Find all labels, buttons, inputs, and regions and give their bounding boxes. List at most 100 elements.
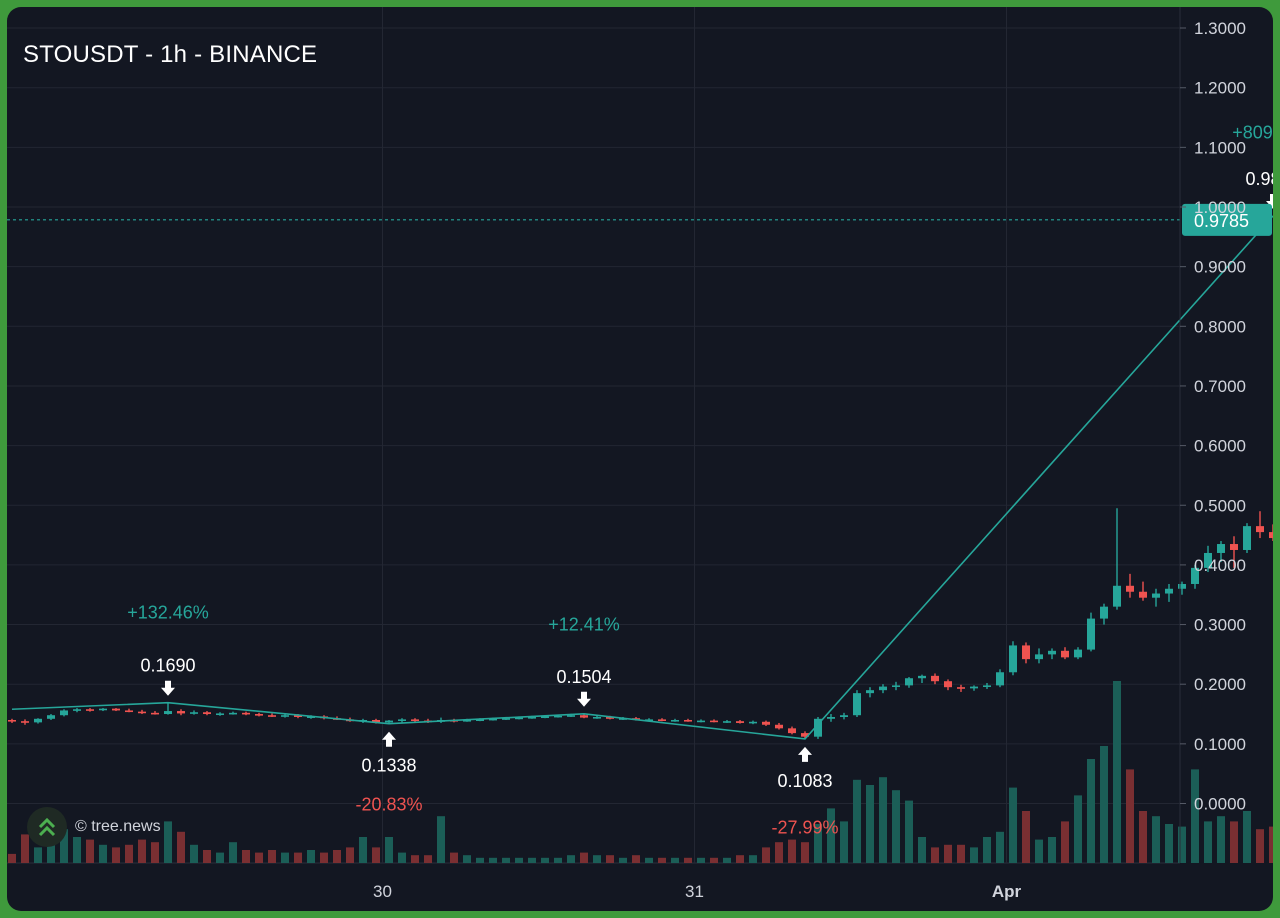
candle-body xyxy=(788,728,796,734)
volume-bar xyxy=(294,852,302,863)
volume-bar xyxy=(671,857,679,863)
candle-body xyxy=(606,717,614,719)
volume-bar xyxy=(684,857,692,863)
volume-bar xyxy=(242,850,250,863)
volume-bar xyxy=(866,785,874,863)
volume-bar xyxy=(853,779,861,863)
volume-bar xyxy=(34,847,42,863)
candle-body xyxy=(125,710,133,713)
candle-body xyxy=(1230,544,1238,550)
volume-bar xyxy=(177,831,185,863)
candle-body xyxy=(983,685,991,687)
volume-bar xyxy=(1243,811,1251,863)
candle-body xyxy=(918,675,926,679)
pivot-low-label: 0.1338 xyxy=(361,756,416,776)
volume-bar xyxy=(190,844,198,863)
candle-body xyxy=(970,686,978,689)
y-tick-label: 0.1000 xyxy=(1194,735,1246,754)
volume-bar xyxy=(385,837,393,863)
volume-bar xyxy=(697,857,705,863)
volume-bar xyxy=(320,852,328,863)
chart-title: STOUSDT - 1h - BINANCE xyxy=(23,41,318,68)
candles[interactable] xyxy=(8,216,1273,739)
y-tick-label: 0.4000 xyxy=(1194,556,1246,575)
candle-body xyxy=(723,721,731,723)
volume-bar xyxy=(463,855,471,863)
watermark-text: © tree.news xyxy=(75,818,161,835)
volume-bar xyxy=(1230,821,1238,863)
candle-body xyxy=(281,715,289,717)
time-axis[interactable]: 3031Apr2 xyxy=(373,882,1273,901)
candle-body xyxy=(1269,532,1273,539)
volume-bar xyxy=(398,852,406,863)
volume-bar xyxy=(333,850,341,863)
volume-bar xyxy=(216,852,224,863)
y-tick-label: 0.7000 xyxy=(1194,377,1246,396)
candle-body xyxy=(905,678,913,686)
volume-bar xyxy=(541,857,549,863)
volume-bar xyxy=(775,842,783,863)
volume-bar xyxy=(957,844,965,863)
candle-body xyxy=(86,709,94,711)
volume-bar xyxy=(658,857,666,863)
candle-body xyxy=(502,718,510,720)
volume-bar xyxy=(1009,787,1017,863)
arrow-down-icon xyxy=(161,680,175,696)
candle-body xyxy=(775,724,783,729)
candle-body xyxy=(1152,593,1160,598)
candle-body xyxy=(1113,585,1121,607)
candle-body xyxy=(866,690,874,694)
volume-bar xyxy=(502,857,510,863)
price-axis[interactable]: 1.3000 1.2000 1.1000 1.0000 0.9000 0.8000 0.70… xyxy=(1179,7,1246,863)
volume-bar xyxy=(86,839,94,863)
candle-body xyxy=(1139,591,1147,598)
x-tick-label: 31 xyxy=(685,882,704,901)
candle-body xyxy=(749,721,757,724)
candle-body xyxy=(1191,567,1199,584)
y-tick-label: 0.9000 xyxy=(1194,258,1246,277)
volume-bar xyxy=(788,839,796,863)
volume-bar xyxy=(944,844,952,863)
candle-body xyxy=(567,715,575,717)
candle-body xyxy=(580,715,588,718)
candle-body xyxy=(892,685,900,687)
pivot-low-label: 0.1083 xyxy=(777,771,832,791)
volume-bar xyxy=(437,816,445,863)
pivot-high-label: 0.1504 xyxy=(556,667,611,687)
candle-body xyxy=(1087,618,1095,650)
y-tick-label: 0.5000 xyxy=(1194,496,1246,515)
pivot-high-label: 0.9850 xyxy=(1245,169,1273,189)
candle-body xyxy=(229,712,237,715)
y-tick-label: 1.0000 xyxy=(1194,198,1246,217)
volume-bar xyxy=(606,855,614,863)
volume-bar xyxy=(1152,816,1160,863)
candle-body xyxy=(684,719,692,722)
candle-body xyxy=(73,709,81,711)
candle-body xyxy=(944,681,952,688)
candle-body xyxy=(398,719,406,721)
x-tick-label: 30 xyxy=(373,882,392,901)
volume-bar xyxy=(1204,821,1212,863)
volume-bar xyxy=(125,844,133,863)
percent-change-label: +809.51% xyxy=(1232,122,1273,142)
volume-bar xyxy=(112,847,120,863)
volume-bars xyxy=(8,681,1273,863)
candle-body xyxy=(931,675,939,682)
volume-bar xyxy=(528,857,536,863)
volume-bar xyxy=(372,847,380,863)
x-tick-label: Apr xyxy=(992,882,1022,901)
candle-body xyxy=(1256,526,1264,533)
volume-bar xyxy=(1269,826,1273,863)
percent-labels: +132.46% -20.83% +12.41% -27.99% +809.51% xyxy=(127,122,1273,837)
candle-body xyxy=(203,712,211,715)
candle-body xyxy=(151,712,159,715)
volume-bar xyxy=(892,790,900,863)
volume-bar xyxy=(593,855,601,863)
volume-bar xyxy=(450,852,458,863)
volume-bar xyxy=(1256,829,1264,863)
candle-body xyxy=(47,715,55,719)
volume-bar xyxy=(1035,839,1043,863)
candle-body xyxy=(190,712,198,714)
pivot-markers: 0.1690 0.1338 0.1504 0.1083 0.9850 xyxy=(140,169,1273,791)
candlestick-chart[interactable]: 0.1690 0.1338 0.1504 0.1083 0.9850 +132.46% -… xyxy=(7,7,1273,911)
